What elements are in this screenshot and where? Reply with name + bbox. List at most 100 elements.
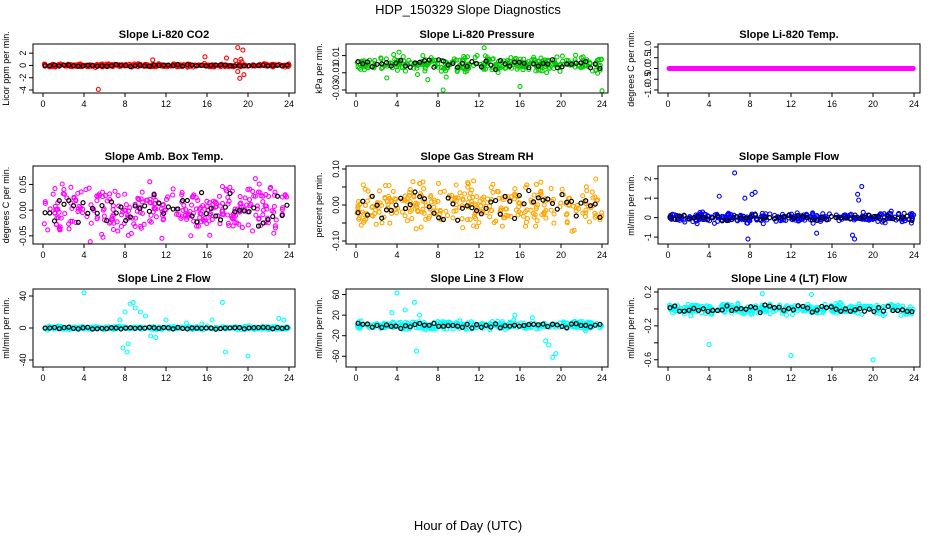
mean-point xyxy=(198,62,205,68)
data-point xyxy=(262,203,268,209)
mean-point xyxy=(819,303,825,310)
mean-point xyxy=(369,64,375,70)
mean-point xyxy=(255,324,262,331)
data-point xyxy=(223,186,229,192)
x-tick-label: 8 xyxy=(122,250,127,260)
data-point xyxy=(272,223,278,229)
data-point xyxy=(422,68,428,74)
mean-point xyxy=(137,325,143,331)
data-point xyxy=(136,197,142,203)
data-point xyxy=(148,212,154,218)
mean-point xyxy=(819,214,825,220)
mean-point xyxy=(440,58,447,64)
chart-panel: Slope Li-820 CO2 Licor ppm per min. 0 4 8 12 1… xyxy=(1,29,296,109)
mean-point xyxy=(871,308,877,315)
outlier-point xyxy=(81,290,87,296)
data-point xyxy=(400,54,406,60)
data-point xyxy=(47,206,53,212)
data-point xyxy=(582,328,589,334)
mean-point xyxy=(236,63,243,69)
mean-point xyxy=(274,324,281,331)
y-tick-label: -60 xyxy=(331,350,341,363)
data-point xyxy=(459,321,465,327)
mean-point xyxy=(232,209,238,215)
mean-point xyxy=(847,216,853,222)
outlier-point xyxy=(414,71,421,78)
data-point xyxy=(595,70,601,76)
data-point xyxy=(910,65,916,72)
mean-point xyxy=(583,322,589,328)
data-point xyxy=(584,188,590,194)
mean-point xyxy=(786,212,792,219)
mean-point xyxy=(895,215,901,221)
mean-point xyxy=(474,60,480,67)
data-point xyxy=(226,223,232,229)
data-point xyxy=(511,56,518,62)
data-point xyxy=(183,212,189,218)
data-point xyxy=(467,217,473,223)
data-point xyxy=(69,218,75,224)
mean-point xyxy=(75,63,81,69)
data-point xyxy=(372,57,378,63)
mean-point xyxy=(511,322,518,328)
data-point xyxy=(125,232,131,238)
outlier-point xyxy=(512,312,518,318)
x-tick-label: 16 xyxy=(827,250,837,260)
mean-point xyxy=(559,64,565,70)
data-point xyxy=(582,213,588,220)
mean-point xyxy=(729,307,735,313)
outlier-point xyxy=(849,232,856,238)
mean-point xyxy=(724,303,730,309)
data-point xyxy=(237,193,243,200)
mean-point xyxy=(108,63,115,69)
mean-point xyxy=(507,63,513,69)
data-point xyxy=(491,220,497,226)
outlier-point xyxy=(553,351,559,357)
data-point xyxy=(100,234,106,240)
x-tick-label: 0 xyxy=(665,373,670,383)
mean-point xyxy=(852,307,858,313)
data-point xyxy=(88,220,94,226)
panel-frame xyxy=(657,43,921,94)
data-point xyxy=(559,186,565,192)
data-point xyxy=(55,206,61,212)
mean-point xyxy=(284,62,290,68)
panel-y-axis-label: ml/min per min. xyxy=(1,297,11,359)
data-point xyxy=(572,52,579,58)
data-point xyxy=(538,55,544,61)
data-point xyxy=(152,206,158,212)
mean-point xyxy=(714,307,721,314)
data-point xyxy=(496,195,502,201)
data-point xyxy=(376,188,383,194)
x-tick-label: 20 xyxy=(556,99,566,109)
mean-point xyxy=(146,324,152,330)
mean-point xyxy=(455,217,461,223)
mean-point xyxy=(450,60,456,67)
data-point xyxy=(260,212,266,218)
data-point xyxy=(188,233,194,239)
data-point xyxy=(522,209,529,215)
data-point xyxy=(544,58,551,64)
data-point xyxy=(385,202,391,208)
mean-point xyxy=(165,325,171,331)
data-point xyxy=(402,213,408,219)
mean-point xyxy=(265,63,271,69)
data-point xyxy=(245,222,251,228)
x-tick-label: 20 xyxy=(243,373,253,383)
mean-point xyxy=(493,197,499,204)
x-tick-label: 4 xyxy=(706,250,711,260)
data-point xyxy=(389,199,395,205)
outlier-point xyxy=(529,315,535,321)
outlier-point xyxy=(124,349,130,355)
y-tick-label: -0.10 xyxy=(331,231,341,252)
mean-point xyxy=(142,63,148,69)
mean-point xyxy=(583,198,589,204)
mean-point xyxy=(175,324,181,331)
mean-point xyxy=(360,61,366,67)
data-point xyxy=(272,225,279,231)
mean-point xyxy=(568,61,575,67)
data-point xyxy=(511,317,517,323)
data-point xyxy=(229,216,235,222)
panel-frame xyxy=(345,43,609,94)
data-point xyxy=(232,219,238,225)
